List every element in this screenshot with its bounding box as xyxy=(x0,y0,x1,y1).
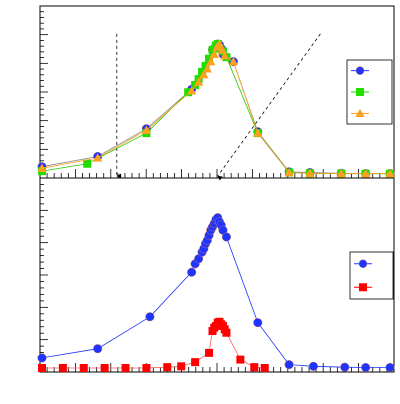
legend-top xyxy=(346,59,393,125)
series-2-bottom xyxy=(38,317,269,372)
data-point xyxy=(191,358,200,367)
data-point xyxy=(385,169,395,178)
data-point xyxy=(79,364,88,372)
panel-bottom xyxy=(37,177,395,373)
data-point xyxy=(284,360,294,370)
data-point xyxy=(206,56,216,66)
data-point xyxy=(121,364,130,372)
plot-frame-bottom xyxy=(39,177,395,373)
data-point xyxy=(214,39,225,48)
data-point xyxy=(361,362,371,373)
data-point xyxy=(83,159,92,168)
series-1-bottom xyxy=(37,213,395,373)
data-point xyxy=(177,362,186,371)
data-point xyxy=(93,153,103,162)
data-point xyxy=(250,363,259,372)
data-point xyxy=(253,128,263,137)
data-point xyxy=(100,364,109,372)
data-point xyxy=(58,364,67,372)
series-1-top xyxy=(37,39,395,179)
data-point xyxy=(93,344,103,354)
data-point xyxy=(305,168,315,177)
data-point xyxy=(228,56,238,66)
series-3-top xyxy=(37,39,395,178)
data-point xyxy=(163,363,172,372)
data-point xyxy=(187,86,197,95)
data-point xyxy=(145,312,155,322)
data-point xyxy=(209,49,219,58)
series-2-top xyxy=(38,40,394,178)
data-point xyxy=(142,364,151,372)
y-axis-ticks-bottom xyxy=(40,177,48,373)
series-line xyxy=(41,216,390,368)
data-point xyxy=(205,54,214,63)
y-axis-ticks-top xyxy=(40,5,48,179)
legend-marker xyxy=(355,108,365,118)
data-point xyxy=(260,364,269,372)
data-point xyxy=(141,125,151,134)
data-point xyxy=(199,70,209,79)
data-point xyxy=(385,362,395,373)
data-point xyxy=(336,168,346,178)
data-point xyxy=(205,348,214,357)
data-point xyxy=(253,318,263,328)
data-point xyxy=(37,353,47,363)
data-point xyxy=(201,61,210,70)
data-point xyxy=(222,328,231,337)
data-point xyxy=(220,51,230,60)
data-point xyxy=(198,67,207,76)
data-point xyxy=(187,267,197,277)
data-point xyxy=(38,364,46,372)
legend-marker xyxy=(355,66,365,75)
data-point xyxy=(37,163,47,172)
plot-frame-top xyxy=(39,5,395,179)
data-point xyxy=(194,77,204,86)
data-point xyxy=(221,232,231,242)
annotation-arrow-2 xyxy=(217,33,321,181)
data-point xyxy=(284,167,294,177)
data-point xyxy=(184,88,193,97)
legend-marker xyxy=(358,259,368,268)
series-line xyxy=(42,321,265,369)
legend-box xyxy=(349,251,394,300)
data-point xyxy=(361,169,371,178)
data-point xyxy=(208,45,217,54)
data-point xyxy=(308,361,318,371)
data-point xyxy=(236,355,245,364)
legend-marker xyxy=(356,88,364,96)
data-point xyxy=(202,64,212,73)
panel-top xyxy=(37,5,395,181)
legend-marker xyxy=(359,283,367,292)
data-point xyxy=(340,362,350,372)
panels-layer xyxy=(37,5,395,373)
legend-bottom xyxy=(349,251,394,300)
